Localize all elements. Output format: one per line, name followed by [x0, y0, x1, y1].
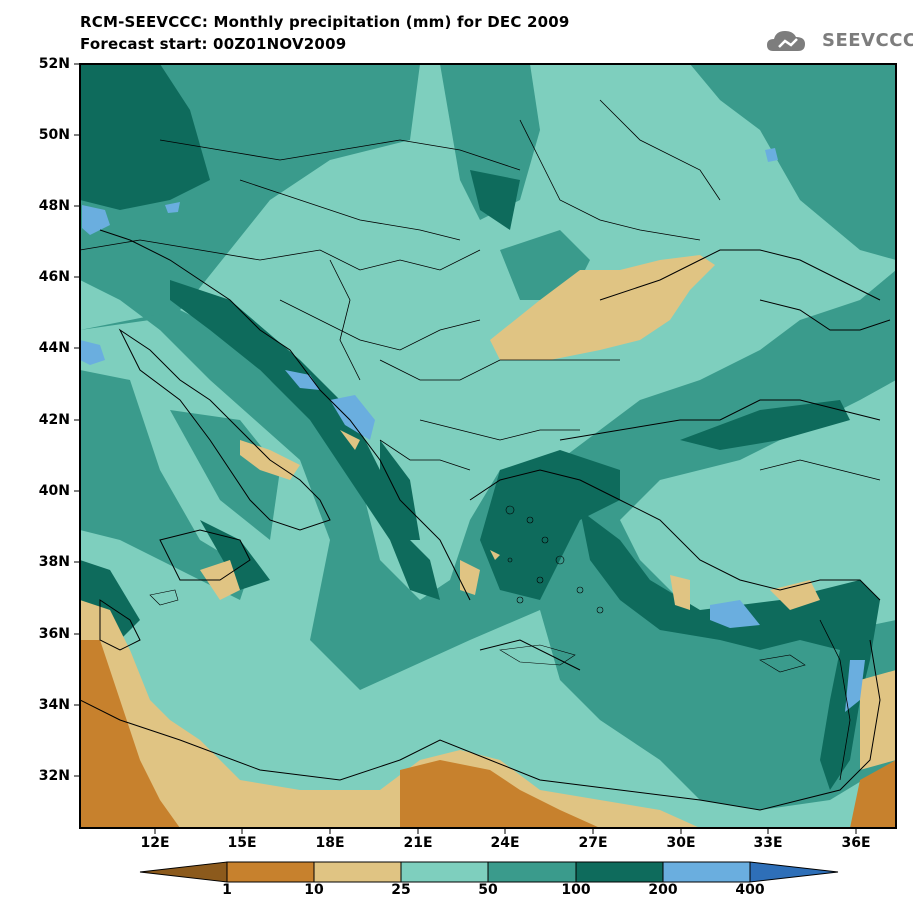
colorbar-label: 200 — [648, 882, 678, 898]
country-borders — [80, 99, 881, 781]
colorbar-label: 10 — [304, 882, 324, 898]
cloud-icon — [767, 31, 805, 51]
lat-label: 40N — [38, 483, 70, 499]
colorbar-segment — [575, 861, 664, 883]
lat-label: 52N — [38, 56, 70, 72]
lat-label: 48N — [38, 198, 70, 214]
coastlines — [80, 229, 891, 811]
lon-label: 15E — [227, 835, 257, 851]
map-frame — [79, 63, 897, 829]
forecast-start-label: Forecast start: 00Z01NOV2009 — [80, 35, 347, 53]
colorbar-segment — [400, 861, 489, 883]
colorbar-segment — [662, 861, 751, 883]
colorbar — [139, 861, 839, 883]
lon-label: 24E — [490, 835, 520, 851]
class-1-10-areas — [80, 640, 896, 828]
lon-label: 21E — [403, 835, 433, 851]
colorbar-label: 50 — [478, 882, 498, 898]
lon-label: 36E — [841, 835, 871, 851]
lon-label: 33E — [753, 835, 783, 851]
axis-ticks — [74, 63, 857, 834]
lat-label: 42N — [38, 412, 70, 428]
colorbar-segment — [226, 861, 315, 883]
lat-label: 36N — [38, 626, 70, 642]
colorbar-label: 100 — [561, 882, 591, 898]
lat-label: 32N — [38, 768, 70, 784]
colorbar-segment — [749, 861, 839, 883]
lon-label: 27E — [578, 835, 608, 851]
colorbar-segment — [487, 861, 577, 883]
colorbar-label: 25 — [391, 882, 411, 898]
lon-label: 30E — [666, 835, 696, 851]
map-title: RCM-SEEVCCC: Monthly precipitation (mm) … — [80, 13, 570, 31]
islands — [149, 505, 806, 673]
colorbar-label: 1 — [222, 882, 232, 898]
lat-label: 38N — [38, 554, 70, 570]
class-100-200-areas — [80, 64, 880, 790]
lon-label: 18E — [315, 835, 345, 851]
colorbar-segment — [313, 861, 402, 883]
colorbar-segment — [139, 861, 228, 883]
class-200-400-areas — [80, 148, 865, 712]
lat-label: 50N — [38, 127, 70, 143]
lat-label: 46N — [38, 269, 70, 285]
logo-text: SEEVCCC — [822, 30, 913, 51]
lon-label: 12E — [140, 835, 170, 851]
lat-label: 44N — [38, 340, 70, 356]
seevccc-logo — [767, 31, 805, 51]
colorbar-label: 400 — [735, 882, 765, 898]
lat-label: 34N — [38, 697, 70, 713]
